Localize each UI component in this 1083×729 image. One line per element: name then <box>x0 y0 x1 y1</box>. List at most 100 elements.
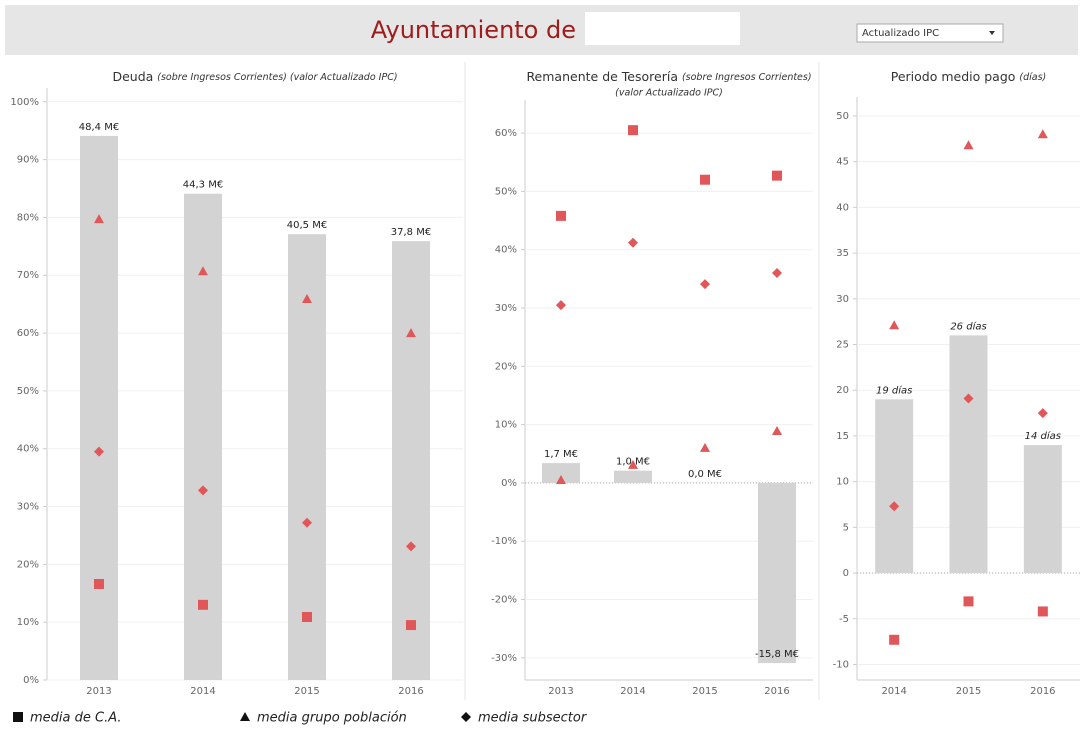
bar-label: 40,5 M€ <box>287 220 327 231</box>
bar <box>288 234 326 680</box>
y-tick-label: 25 <box>836 340 849 351</box>
marker-diamond <box>772 268 782 279</box>
bar-label: 0,0 M€ <box>688 469 722 480</box>
header-title: Ayuntamiento de <box>371 16 576 44</box>
bar-label: -15,8 M€ <box>755 649 799 660</box>
x-tick-label: 2015 <box>692 686 717 697</box>
x-tick-label: 2016 <box>398 686 423 697</box>
y-tick-label: 30% <box>495 303 517 314</box>
chart-title-text: Periodo medio pago <box>891 69 1016 84</box>
y-tick-label: 20 <box>836 385 849 396</box>
y-tick-label: -20% <box>491 595 517 606</box>
marker-diamond <box>406 541 416 552</box>
bar-label: 48,4 M€ <box>79 122 119 133</box>
y-tick-label: 80% <box>17 212 39 223</box>
x-tick-label: 2014 <box>620 686 645 697</box>
redacted-box <box>585 12 740 45</box>
x-tick-label: 2016 <box>764 686 789 697</box>
marker-square <box>700 174 710 185</box>
y-tick-label: 90% <box>17 155 39 166</box>
chart-subtitle: (valor Actualizado IPC) <box>615 88 723 99</box>
chart-title-text: Remanente de Tesorería <box>526 69 678 84</box>
legend-marker <box>13 712 23 722</box>
y-tick-label: 0 <box>843 568 849 579</box>
y-tick-label: 50% <box>17 386 39 397</box>
marker-triangle <box>94 214 104 224</box>
bar <box>1023 445 1062 574</box>
y-tick-label: 35 <box>836 248 849 259</box>
marker-diamond <box>556 300 566 311</box>
y-tick-label: 30% <box>17 502 39 513</box>
x-tick-label: 2016 <box>1030 686 1055 697</box>
y-tick-label: -10 <box>833 659 849 670</box>
marker-diamond <box>198 485 208 496</box>
bar <box>614 470 652 483</box>
marker-triangle <box>406 328 416 338</box>
marker-square <box>1037 606 1048 617</box>
y-tick-label: 15 <box>836 431 849 442</box>
y-tick-label: 10 <box>836 477 849 488</box>
chart-subtitle: (sobre Ingresos Corrientes) (valor Actua… <box>157 72 397 83</box>
marker-triangle <box>963 140 974 150</box>
y-tick-label: -5 <box>839 614 849 625</box>
y-tick-label: 40% <box>495 245 517 256</box>
y-tick-label: 70% <box>17 270 39 281</box>
bar <box>80 135 118 680</box>
y-tick-label: 50% <box>495 186 517 197</box>
chart-title: Remanente de Tesorería (sobre Ingresos C… <box>526 69 811 84</box>
bar <box>949 335 988 574</box>
dropdown-value[interactable]: Actualizado IPC <box>862 28 939 39</box>
bar-label: 19 días <box>876 384 912 396</box>
marker-triangle <box>628 459 638 469</box>
bar-label: 37,8 M€ <box>391 227 431 238</box>
marker-diamond <box>889 501 900 512</box>
marker-triangle <box>700 442 710 452</box>
marker-diamond <box>1037 408 1048 419</box>
chart-title: Deuda (sobre Ingresos Corrientes) (valor… <box>112 69 397 84</box>
chart-title-text: Deuda <box>112 69 153 84</box>
bar <box>758 482 796 664</box>
marker-square <box>94 579 104 590</box>
marker-triangle <box>556 475 566 485</box>
legend-label: media subsector <box>478 711 588 726</box>
marker-triangle <box>772 426 782 436</box>
marker-diamond <box>94 446 104 457</box>
marker-square <box>963 596 974 607</box>
x-tick-label: 2014 <box>190 686 215 697</box>
marker-square <box>406 620 416 631</box>
y-tick-label: 40 <box>836 202 849 213</box>
marker-diamond <box>628 237 638 248</box>
marker-square <box>302 611 312 622</box>
chart-title: Periodo medio pago (días) <box>891 69 1047 84</box>
marker-square <box>198 599 208 610</box>
legend-label: media grupo población <box>257 711 407 726</box>
chart-subtitle: (días) <box>1019 72 1046 83</box>
y-tick-label: 40% <box>17 444 39 455</box>
bar-label: 14 días <box>1025 430 1061 442</box>
x-tick-label: 2013 <box>86 686 111 697</box>
marker-square <box>556 210 566 221</box>
legend-label: media de C.A. <box>30 711 121 726</box>
y-tick-label: 5 <box>843 522 849 533</box>
dropdown-arrow[interactable] <box>989 31 995 35</box>
legend-marker <box>461 712 471 722</box>
x-tick-label: 2015 <box>294 686 319 697</box>
marker-square <box>772 170 782 181</box>
bar-label: 26 días <box>950 320 986 332</box>
chart-subtitle: (sobre Ingresos Corrientes) <box>682 72 812 83</box>
legend-marker <box>240 712 250 721</box>
bar <box>392 241 430 680</box>
dropdown[interactable] <box>856 23 1004 43</box>
bar-label: 1,7 M€ <box>544 449 578 460</box>
marker-triangle <box>302 293 312 303</box>
y-tick-label: 10% <box>495 420 517 431</box>
marker-square <box>628 125 638 136</box>
y-tick-label: 45 <box>836 157 849 168</box>
x-tick-label: 2015 <box>956 686 981 697</box>
y-tick-label: 20% <box>17 559 39 570</box>
x-tick-label: 2013 <box>548 686 573 697</box>
marker-diamond <box>700 279 710 290</box>
marker-triangle <box>1037 129 1048 139</box>
y-tick-label: 60% <box>17 328 39 339</box>
